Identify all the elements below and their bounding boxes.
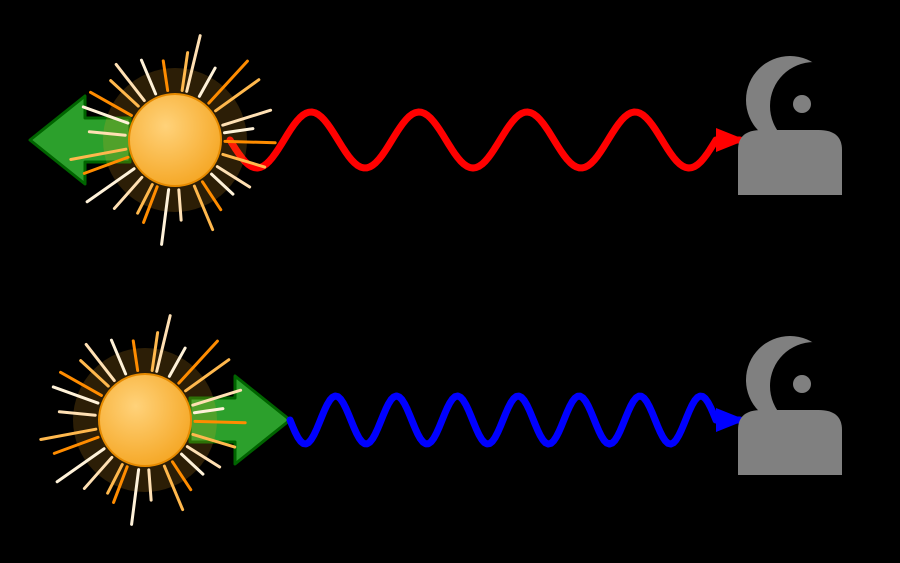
sun-ray [225, 141, 275, 142]
sun-core [99, 374, 191, 466]
observer-ear [793, 375, 811, 393]
sun-core [129, 94, 221, 186]
observer-head [746, 56, 834, 144]
sun-ray [195, 421, 245, 422]
observer-ear [793, 95, 811, 113]
observer-head [746, 336, 834, 424]
